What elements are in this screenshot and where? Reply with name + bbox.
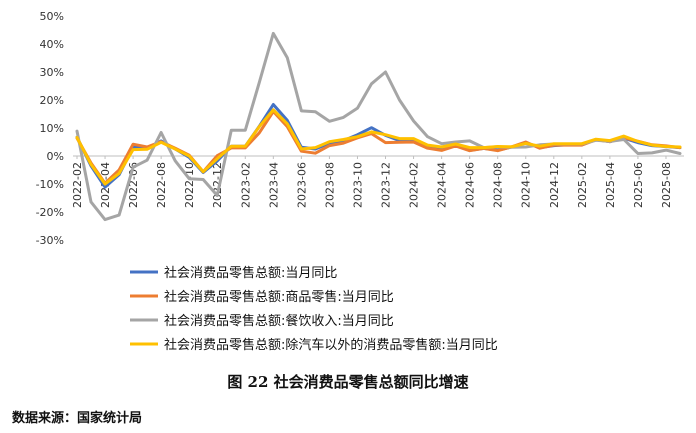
figure-caption: 图 22 社会消费品零售总额同比增速 [227,373,469,391]
x-tick-label: 2022-02 [71,162,84,208]
y-tick-label: -20% [36,206,64,219]
chart: -30% -20% -10% 0% 10% 20% 30% 40% 50% 2022-02 202… [36,10,684,353]
series-group [75,31,682,222]
x-axis: 2022-02 2022-04 2022-06 2022-08 2022-10 2022-… [71,156,673,208]
x-tick-label: 2024-10 [520,162,533,208]
x-tick-label: 2023-04 [267,162,280,208]
x-tick-label: 2023-06 [295,162,308,208]
x-tick-label: 2024-02 [408,162,421,208]
x-tick-label: 2024-08 [492,162,505,208]
legend-label: 社会消费品零售总额:除汽车以外的消费品零售额:当月同比 [164,337,498,353]
x-tick-label: 2025-04 [604,162,617,208]
y-axis: -30% -20% -10% 0% 10% 20% 30% 40% 50% [36,10,64,247]
y-tick-label: 0% [47,150,64,163]
x-tick-label: 2022-10 [183,162,196,208]
y-tick-label: -10% [36,178,64,191]
legend-label: 社会消费品零售总额:当月同比 [164,265,337,281]
y-tick-label: 10% [40,122,64,135]
x-tick-label: 2023-10 [351,162,364,208]
data-source: 数据来源：国家统计局 [12,411,143,426]
x-tick-label: 2025-06 [632,162,645,208]
x-tick-label: 2023-02 [239,162,252,208]
legend-label: 社会消费品零售总额:商品零售:当月同比 [164,289,394,305]
y-tick-label: 30% [40,66,64,79]
x-tick-label: 2024-12 [548,162,561,208]
x-tick-label: 2025-08 [660,162,673,208]
y-tick-label: 50% [40,10,64,23]
x-tick-label: 2023-12 [380,162,393,208]
x-tick-label: 2024-04 [436,162,449,208]
y-tick-label: 20% [40,94,64,107]
x-tick-label: 2023-08 [323,162,336,208]
x-tick-label: 2025-02 [576,162,589,208]
x-tick-label: 2024-06 [464,162,477,208]
legend-label: 社会消费品零售总额:餐饮收入:当月同比 [164,313,394,329]
y-tick-label: 40% [40,38,64,51]
series-line [75,108,682,186]
legend: 社会消费品零售总额:当月同比社会消费品零售总额:商品零售:当月同比社会消费品零售… [130,265,498,353]
x-tick-label: 2022-08 [155,162,168,208]
y-tick-label: -30% [36,234,64,247]
